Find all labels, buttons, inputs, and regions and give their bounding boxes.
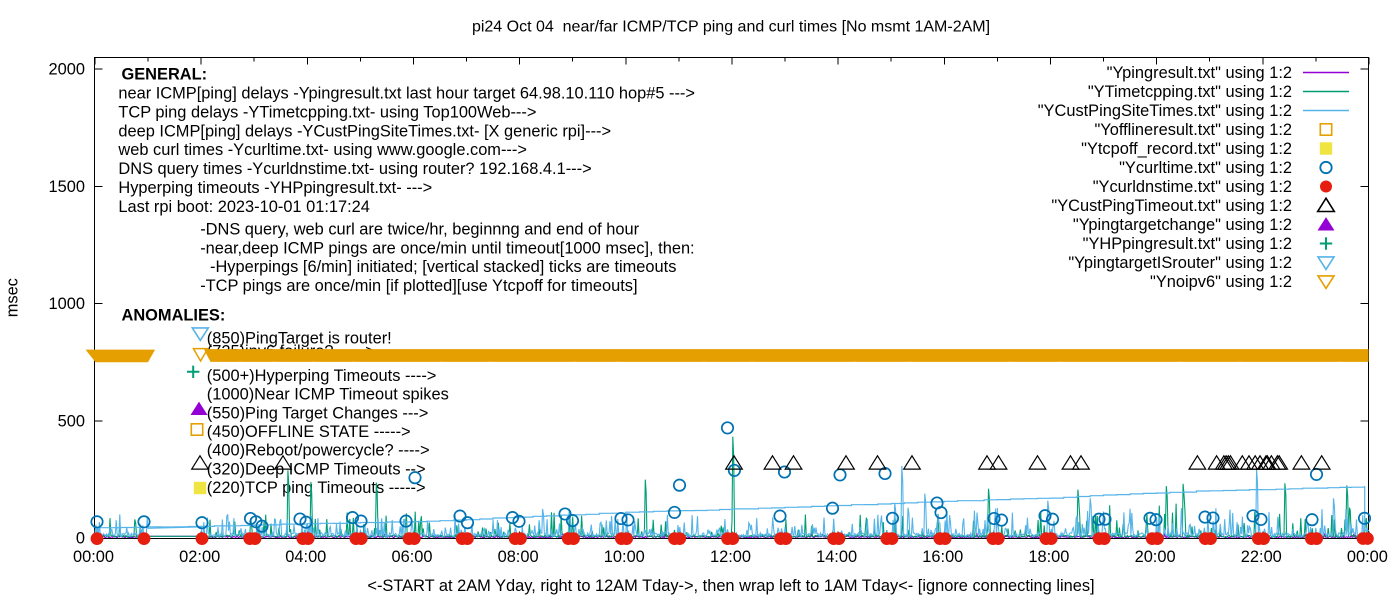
svg-text:02:00: 02:00 bbox=[179, 548, 220, 566]
svg-text:08:00: 08:00 bbox=[498, 548, 539, 566]
svg-text:500: 500 bbox=[58, 412, 85, 430]
svg-text:DNS query times -Ycurldnstime.: DNS query times -Ycurldnstime.txt- using… bbox=[118, 160, 591, 178]
svg-text:0: 0 bbox=[76, 530, 85, 548]
svg-text:"Ypingresult.txt" using 1:2: "Ypingresult.txt" using 1:2 bbox=[1107, 64, 1292, 82]
svg-text:16:00: 16:00 bbox=[922, 548, 963, 566]
svg-text:(400)Reboot/powercycle? ---->: (400)Reboot/powercycle? ----> bbox=[207, 442, 430, 460]
svg-text:(320)Deep ICMP Timeouts -->: (320)Deep ICMP Timeouts --> bbox=[207, 460, 426, 478]
svg-text:(450)OFFLINE STATE ----->: (450)OFFLINE STATE -----> bbox=[207, 423, 411, 441]
svg-text:GENERAL:: GENERAL: bbox=[122, 66, 208, 84]
svg-text:18:00: 18:00 bbox=[1028, 548, 1069, 566]
svg-text:"Ypingtargetchange" using 1:2: "Ypingtargetchange" using 1:2 bbox=[1073, 216, 1292, 234]
svg-text:web curl times -Ycurltime.txt-: web curl times -Ycurltime.txt- using www… bbox=[117, 141, 527, 159]
svg-text:"YCustPingSiteTimes.txt" using: "YCustPingSiteTimes.txt" using 1:2 bbox=[1038, 102, 1292, 120]
svg-text:-Hyperpings [6/min] initiated;: -Hyperpings [6/min] initiated; [vertical… bbox=[210, 258, 676, 276]
svg-text:"Yofflineresult.txt" using 1:2: "Yofflineresult.txt" using 1:2 bbox=[1094, 121, 1292, 139]
svg-text:(500+)Hyperping Timeouts ---->: (500+)Hyperping Timeouts ----> bbox=[207, 367, 437, 385]
svg-text:20:00: 20:00 bbox=[1135, 548, 1176, 566]
svg-text:"YTimetcpping.txt" using 1:2: "YTimetcpping.txt" using 1:2 bbox=[1088, 83, 1292, 101]
svg-text:22:00: 22:00 bbox=[1241, 548, 1282, 566]
svg-text:"YCustPingTimeout.txt" using 1: "YCustPingTimeout.txt" using 1:2 bbox=[1051, 197, 1292, 215]
svg-text:"Ycurltime.txt" using 1:2: "Ycurltime.txt" using 1:2 bbox=[1119, 159, 1292, 177]
svg-text:"Ycurldnstime.txt" using 1:2: "Ycurldnstime.txt" using 1:2 bbox=[1093, 178, 1292, 196]
svg-text:"YHPpingresult.txt" using 1:2: "YHPpingresult.txt" using 1:2 bbox=[1083, 235, 1292, 253]
svg-text:<-START at 2AM Yday, right to: <-START at 2AM Yday, right to 12AM Tday-… bbox=[367, 577, 1094, 595]
svg-text:00:00: 00:00 bbox=[73, 548, 114, 566]
svg-text:12:00: 12:00 bbox=[710, 548, 751, 566]
svg-text:near ICMP[ping] delays -Ypingr: near ICMP[ping] delays -Ypingresult.txt … bbox=[118, 85, 695, 103]
svg-text:-DNS query, web curl are twice: -DNS query, web curl are twice/hr, begin… bbox=[200, 220, 639, 238]
svg-text:pi24 Oct 04 near/far ICMP/TCP: pi24 Oct 04 near/far ICMP/TCP ping and c… bbox=[472, 19, 990, 36]
svg-text:2000: 2000 bbox=[49, 61, 85, 79]
svg-text:(850)PingTarget is router!: (850)PingTarget is router! bbox=[207, 330, 392, 348]
svg-text:14:00: 14:00 bbox=[816, 548, 857, 566]
svg-text:-near,deep ICMP pings are once: -near,deep ICMP pings are once/min until… bbox=[200, 239, 694, 257]
svg-text:1500: 1500 bbox=[49, 178, 85, 196]
svg-text:"YpingtargetISrouter" using 1:: "YpingtargetISrouter" using 1:2 bbox=[1068, 254, 1292, 272]
svg-text:1000: 1000 bbox=[49, 295, 85, 313]
svg-text:deep ICMP[ping] delays -YCustP: deep ICMP[ping] delays -YCustPingSiteTim… bbox=[118, 122, 611, 140]
svg-text:Hyperping timeouts -YHPpingres: Hyperping timeouts -YHPpingresult.txt- -… bbox=[118, 179, 432, 197]
svg-text:-TCP pings are once/min [if pl: -TCP pings are once/min [if plotted][use… bbox=[200, 277, 637, 295]
svg-text:00:00: 00:00 bbox=[1347, 548, 1388, 566]
svg-text:"Ynoipv6" using 1:2: "Ynoipv6" using 1:2 bbox=[1150, 273, 1292, 291]
svg-text:(220)TCP ping Timeouts ----->: (220)TCP ping Timeouts -----> bbox=[207, 479, 426, 497]
svg-text:06:00: 06:00 bbox=[391, 548, 432, 566]
svg-text:"Ytcpoff_record.txt" using 1:2: "Ytcpoff_record.txt" using 1:2 bbox=[1081, 140, 1292, 158]
svg-text:ANOMALIES:: ANOMALIES: bbox=[122, 307, 226, 325]
svg-text:10:00: 10:00 bbox=[604, 548, 645, 566]
svg-text:TCP ping delays -YTimetcpping.: TCP ping delays -YTimetcpping.txt- using… bbox=[118, 104, 536, 122]
svg-text:(550)Ping Target Changes --->: (550)Ping Target Changes ---> bbox=[207, 404, 429, 422]
svg-text:Last rpi boot: 2023-10-01 01:1: Last rpi boot: 2023-10-01 01:17:24 bbox=[118, 198, 370, 216]
svg-text:04:00: 04:00 bbox=[285, 548, 326, 566]
svg-text:(1000)Near ICMP Timeout spikes: (1000)Near ICMP Timeout spikes bbox=[207, 386, 449, 404]
svg-text:msec: msec bbox=[4, 278, 22, 317]
